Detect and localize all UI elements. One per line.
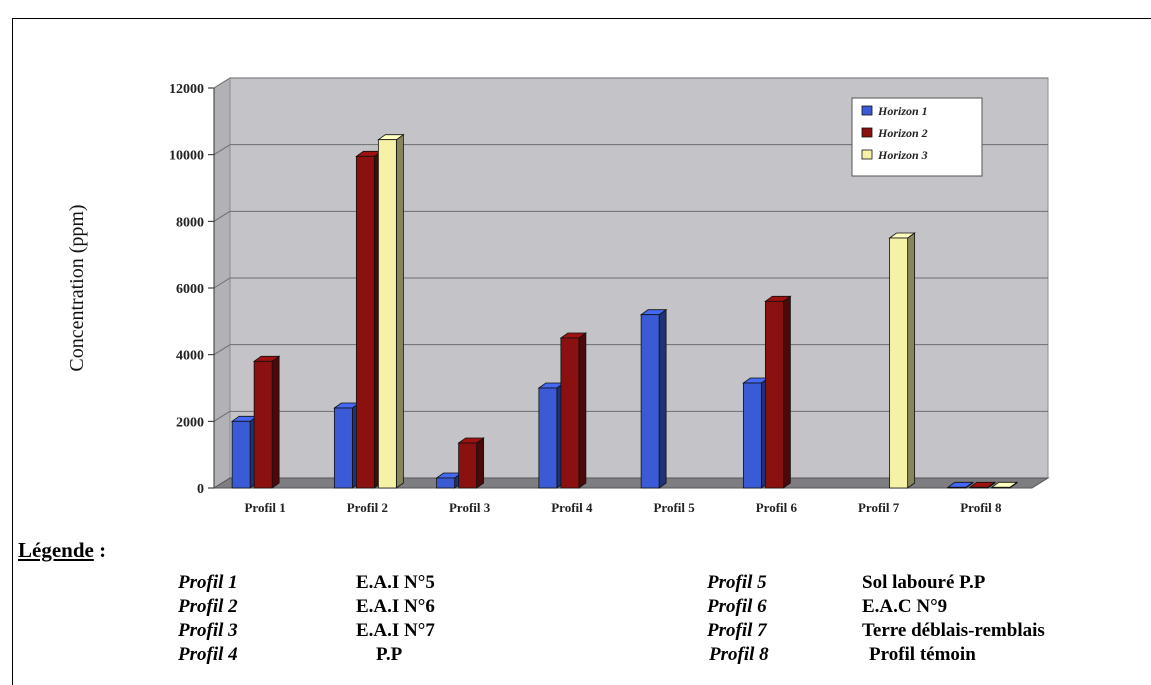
bar-horizon-1-profil-4 [537,382,566,489]
legend-title: Légende : [18,538,106,563]
legend-title-word: Légende [18,538,94,562]
bar-horizon-2-profil-6 [764,295,792,489]
legend-row-profil-2: Profil 2 E.A.I N°6 [178,596,435,618]
y-tick-label: 8000 [176,215,204,230]
legend-row-desc: E.A.C N°9 [862,596,948,617]
x-tick-label: Profil 4 [551,500,593,515]
x-tick-label: Profil 3 [449,500,491,515]
legend-swatch [861,105,873,116]
legend-row-profil-5: Profil 5 Sol labouré P.P [707,572,985,594]
bar-horizon-3-profil-8 [990,481,1019,489]
bar-horizon-1-profil-8 [946,481,975,489]
gridline-side [213,277,231,289]
legend-row-key: Profil 7 [707,620,767,641]
legend-row-desc: Sol labouré P.P [862,572,986,593]
bar-horizon-2-profil-1 [252,355,281,489]
legend-row-key: Profil 8 [709,644,769,665]
legend-row-desc: P.P [376,644,403,665]
legend-swatch [861,149,873,160]
x-tick-label: Profil 5 [653,500,695,515]
legend-row-profil-4: Profil 4 P.P [178,644,402,666]
bar-horizon-1-profil-2 [333,402,361,489]
x-tick-label: Profil 7 [858,500,900,515]
legend-row-profil-8: Profil 8 Profil témoin [709,644,976,666]
bar-horizon-1-profil-6 [742,377,770,489]
bar-horizon-2-profil-8 [968,481,997,489]
gridline-side [213,77,231,89]
y-tick-label: 4000 [176,349,204,364]
legend-label: Horizon 3 [877,148,928,162]
gridline-side [213,144,231,156]
x-tick-label: Profil 8 [960,500,1002,515]
gridline-side [213,410,231,422]
legend-row-profil-6: Profil 6 E.A.C N°9 [707,596,947,618]
x-tick-label: Profil 6 [756,500,798,515]
legend-row-key: Profil 6 [707,596,767,617]
legend-swatch [861,127,873,138]
bar-chart: 0 2000 4000 6000 8000 10000 12000 Concentration… [66,77,1050,515]
legend-title-colon: : [93,538,107,562]
figure-frame [12,18,1151,685]
x-tick-label: Profil 1 [244,500,285,515]
y-tick-label: 0 [197,482,204,497]
legend-row-desc: Profil témoin [869,644,976,665]
y-tick-label: 10000 [169,149,204,164]
y-tick-label: 2000 [176,415,204,430]
legend-row-key: Profil 1 [178,572,238,593]
bar-horizon-3-profil-7 [888,232,916,489]
legend-row-desc: E.A.I N°5 [356,572,435,593]
gridline-side [213,210,231,222]
bar-horizon-1-profil-3 [435,472,463,489]
bar-horizon-3-profil-2 [377,133,405,489]
bar-horizon-1-profil-5 [639,308,668,489]
bar-horizon-1-profil-1 [230,415,259,489]
legend-row-key: Profil 3 [178,620,238,641]
legend-row-profil-7: Profil 7 Terre déblais-remblais [707,620,1045,642]
y-tick-label: 6000 [176,282,204,297]
legend-row-profil-1: Profil 1 E.A.I N°5 [178,572,435,594]
legend-row-desc: E.A.I N°6 [356,596,435,617]
legend-row-key: Profil 2 [178,596,238,617]
bar-horizon-2-profil-2 [355,150,383,489]
bar-horizon-2-profil-3 [457,437,485,489]
legend-row-desc: Terre déblais-remblais [862,620,1045,641]
legend-box [851,97,983,177]
legend-row-key: Profil 4 [178,644,238,665]
y-axis-label: Concentration (ppm) [66,204,88,371]
legend-label: Horizon 1 [877,104,928,118]
gridline-side [213,344,231,356]
y-tick-label: 12000 [169,82,204,97]
legend-row-profil-3: Profil 3 E.A.I N°7 [178,620,435,642]
legend-label: Horizon 2 [877,126,928,140]
legend-row-key: Profil 5 [707,572,767,593]
bar-horizon-2-profil-4 [559,332,588,489]
x-tick-label: Profil 2 [347,500,388,515]
legend-row-desc: E.A.I N°7 [356,620,435,641]
